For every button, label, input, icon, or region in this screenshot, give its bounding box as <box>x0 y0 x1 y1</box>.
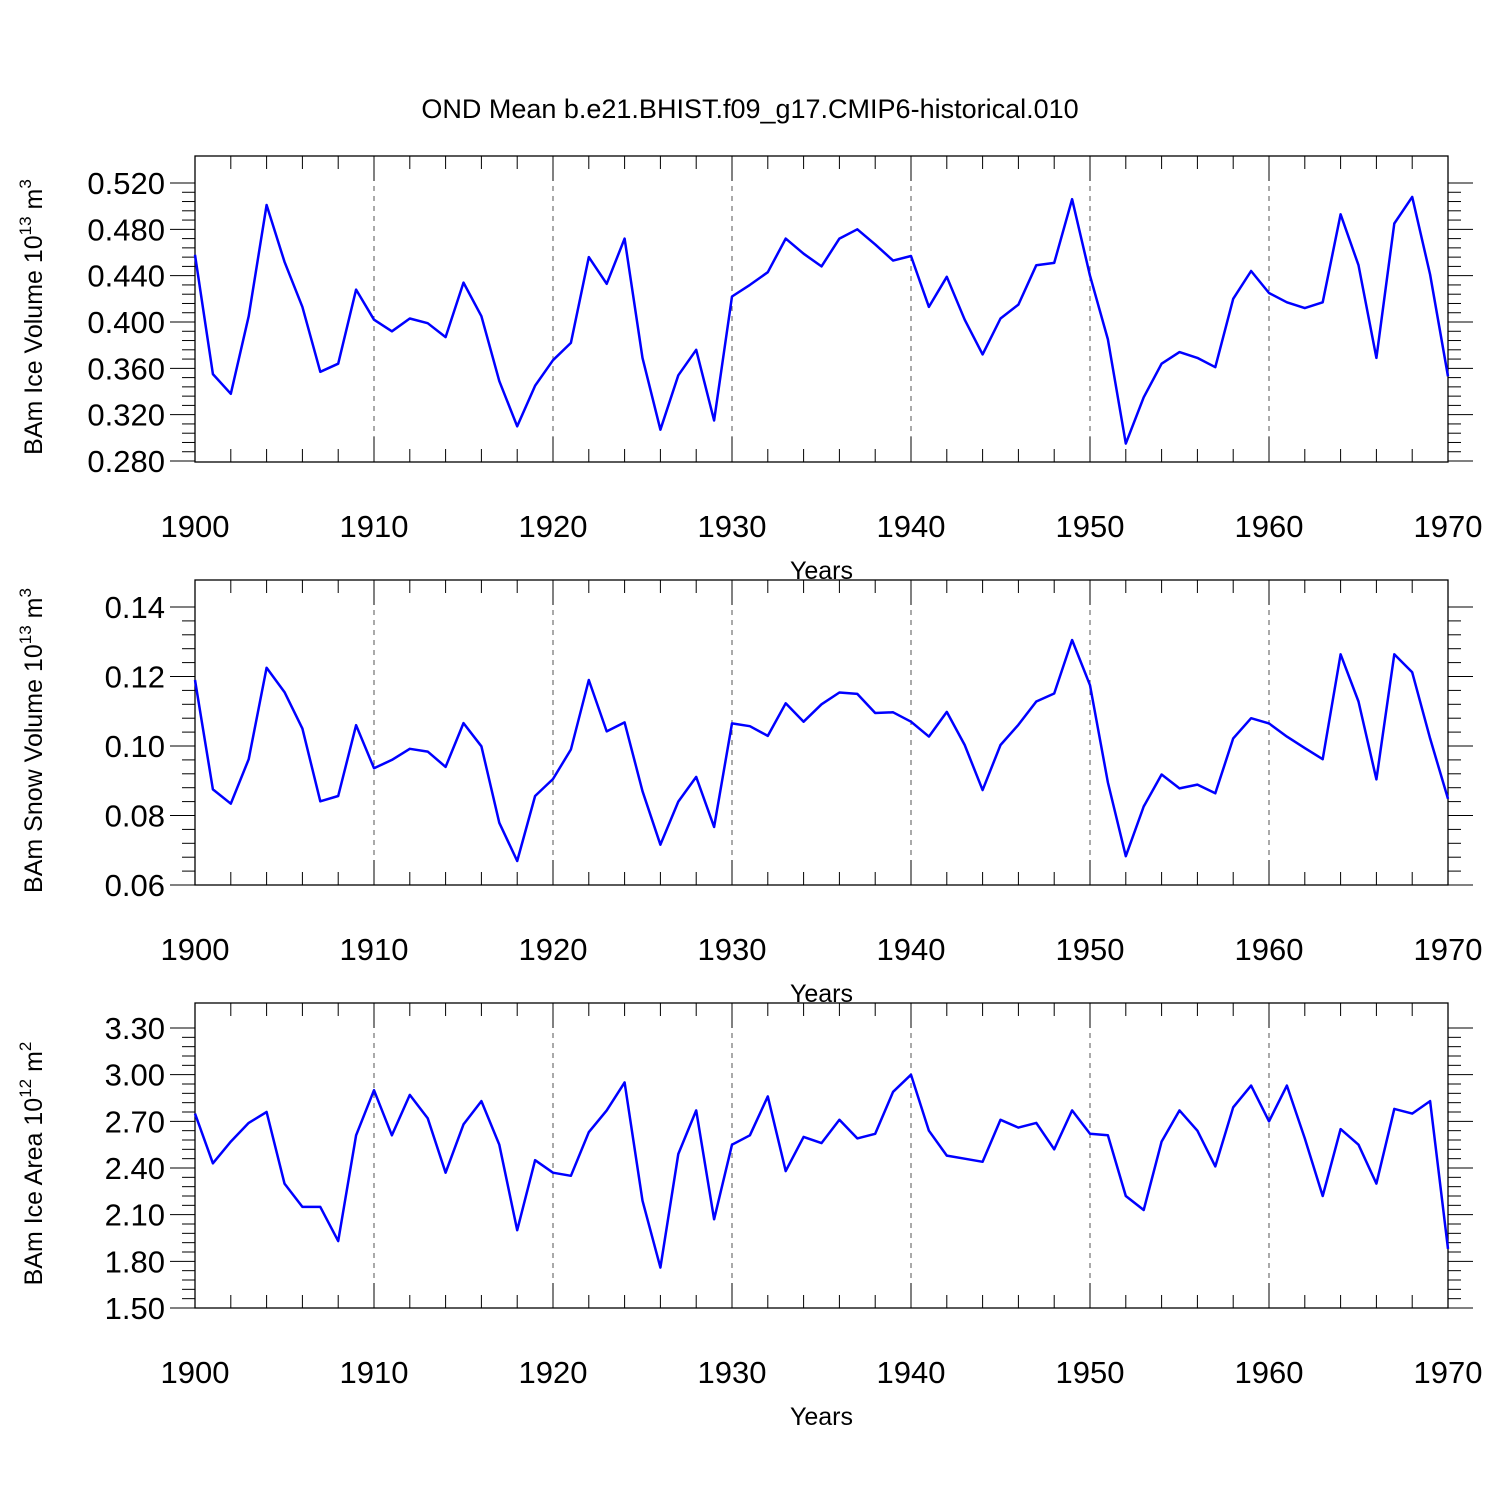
x-tick-label: 1950 <box>1056 1355 1125 1390</box>
y-axis-title-part: BAm Ice Area 10 <box>20 1098 48 1286</box>
y-axis-title-part: BAm Snow Volume 10 <box>20 644 48 893</box>
y-axis-title-part: 3 <box>16 588 35 597</box>
y-axis-title-part: 13 <box>16 216 35 235</box>
x-tick-label: 1950 <box>1056 509 1125 544</box>
x-tick-label: 1910 <box>340 509 409 544</box>
y-tick-label: 2.40 <box>105 1151 165 1186</box>
x-tick-label: 1930 <box>698 932 767 967</box>
series-line <box>193 195 1450 445</box>
y-tick-label: 0.280 <box>87 444 165 479</box>
y-axis-title-part: m <box>20 598 48 626</box>
x-tick-label: 1950 <box>1056 932 1125 967</box>
y-tick-label: 2.70 <box>105 1104 165 1139</box>
y-tick-label: 1.50 <box>105 1291 165 1326</box>
x-tick-label: 1910 <box>340 1355 409 1390</box>
x-tick-label: 1920 <box>519 509 588 544</box>
y-axis-title: BAm Ice Area 1012 m2 <box>16 1042 48 1286</box>
plot-frame <box>194 1002 1449 1309</box>
y-axis-title-part: 12 <box>16 1079 35 1098</box>
y-tick-label: 0.440 <box>87 259 165 294</box>
plot-frame <box>194 155 1449 463</box>
y-axis-title: BAm Ice Volume 1013 m3 <box>16 179 48 455</box>
y-tick-label: 2.10 <box>105 1198 165 1233</box>
y-tick-label: 1.80 <box>105 1244 165 1279</box>
x-tick-label: 1960 <box>1235 509 1304 544</box>
x-tick-label: 1920 <box>519 932 588 967</box>
x-tick-label: 1920 <box>519 1355 588 1390</box>
y-tick-label: 0.480 <box>87 212 165 247</box>
x-tick-label: 1960 <box>1235 1355 1304 1390</box>
x-tick-label: 1900 <box>161 509 230 544</box>
x-axis-title: Years <box>790 980 853 1008</box>
y-tick-label: 0.400 <box>87 305 165 340</box>
series-line <box>193 1073 1450 1269</box>
y-tick-label: 0.360 <box>87 351 165 386</box>
y-axis-title-part: 2 <box>16 1042 35 1051</box>
series-line <box>193 638 1450 863</box>
y-axis-title-part: 13 <box>16 625 35 644</box>
y-tick-label: 0.520 <box>87 166 165 201</box>
x-tick-label: 1930 <box>698 1355 767 1390</box>
y-axis-title-part: m <box>20 1051 48 1079</box>
y-tick-label: 0.06 <box>105 868 165 903</box>
y-tick-label: 0.12 <box>105 660 165 695</box>
y-axis-title-part: m <box>20 189 48 217</box>
y-tick-label: 0.320 <box>87 398 165 433</box>
figure-title: OND Mean b.e21.BHIST.f09_g17.CMIP6-histo… <box>421 94 1078 124</box>
y-axis-title-part: 3 <box>16 179 35 188</box>
x-tick-label: 1900 <box>161 932 230 967</box>
ice-volume-panel: 0.280 0.320 0.360 0.400 0.440 0.480 0.520 1900 1… <box>16 155 1483 585</box>
x-axis-title: Years <box>790 557 853 585</box>
x-tick-label: 1970 <box>1414 509 1483 544</box>
x-tick-label: 1900 <box>161 1355 230 1390</box>
x-tick-label: 1910 <box>340 932 409 967</box>
snow-volume-panel: 0.06 0.08 0.10 0.12 0.14 1900 1910 1920 1930 1940… <box>16 579 1483 1008</box>
x-tick-label: 1960 <box>1235 932 1304 967</box>
x-tick-label: 1930 <box>698 509 767 544</box>
y-tick-label: 3.00 <box>105 1058 165 1093</box>
x-tick-label: 1970 <box>1414 932 1483 967</box>
x-tick-label: 1940 <box>877 1355 946 1390</box>
x-axis-title: Years <box>790 1403 853 1431</box>
y-tick-label: 0.08 <box>105 799 165 834</box>
y-tick-label: 0.10 <box>105 729 165 764</box>
y-tick-label: 3.30 <box>105 1011 165 1046</box>
x-tick-label: 1970 <box>1414 1355 1483 1390</box>
ice-area-panel: 1.50 1.80 2.10 2.40 2.70 3.00 3.30 1900 1910 1920… <box>16 1002 1483 1431</box>
y-axis-title: BAm Snow Volume 1013 m3 <box>16 588 48 893</box>
x-tick-label: 1940 <box>877 932 946 967</box>
y-tick-label: 0.14 <box>105 590 165 625</box>
y-axis-title-part: BAm Ice Volume 10 <box>20 235 48 455</box>
x-tick-label: 1940 <box>877 509 946 544</box>
plot-frame <box>194 579 1449 886</box>
